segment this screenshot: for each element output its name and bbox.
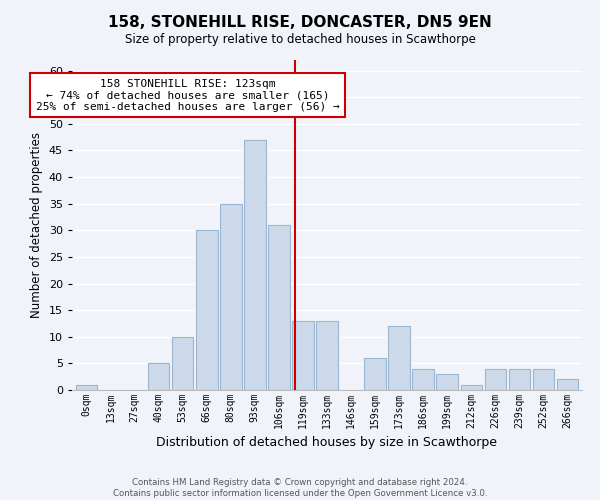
Bar xyxy=(76,384,97,390)
Bar xyxy=(268,225,290,390)
Bar xyxy=(436,374,458,390)
Bar xyxy=(388,326,410,390)
Text: 158, STONEHILL RISE, DONCASTER, DN5 9EN: 158, STONEHILL RISE, DONCASTER, DN5 9EN xyxy=(108,15,492,30)
Text: 158 STONEHILL RISE: 123sqm
← 74% of detached houses are smaller (165)
25% of sem: 158 STONEHILL RISE: 123sqm ← 74% of deta… xyxy=(35,78,340,112)
Bar xyxy=(509,368,530,390)
Bar xyxy=(557,380,578,390)
Bar xyxy=(533,368,554,390)
Bar xyxy=(412,368,434,390)
Y-axis label: Number of detached properties: Number of detached properties xyxy=(30,132,43,318)
Bar xyxy=(220,204,242,390)
Bar xyxy=(196,230,218,390)
Text: Size of property relative to detached houses in Scawthorpe: Size of property relative to detached ho… xyxy=(125,32,475,46)
Bar xyxy=(292,321,314,390)
Bar xyxy=(485,368,506,390)
Bar xyxy=(244,140,266,390)
X-axis label: Distribution of detached houses by size in Scawthorpe: Distribution of detached houses by size … xyxy=(157,436,497,450)
Bar xyxy=(316,321,338,390)
Bar xyxy=(148,364,169,390)
Text: Contains HM Land Registry data © Crown copyright and database right 2024.
Contai: Contains HM Land Registry data © Crown c… xyxy=(113,478,487,498)
Bar xyxy=(461,384,482,390)
Bar xyxy=(172,337,193,390)
Bar xyxy=(364,358,386,390)
